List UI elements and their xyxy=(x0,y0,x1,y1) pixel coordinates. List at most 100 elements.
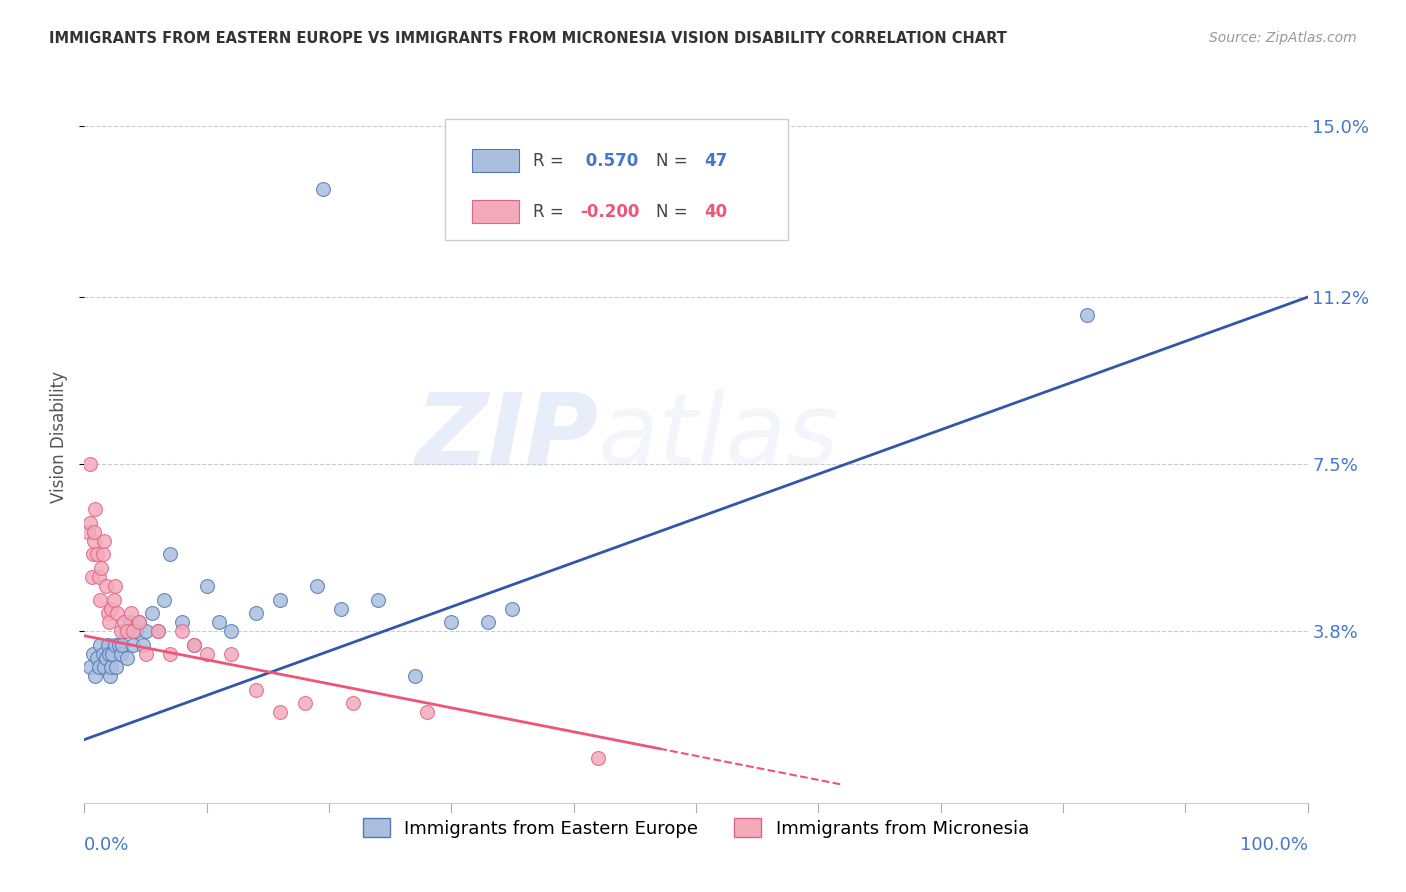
Point xyxy=(269,706,291,720)
Point xyxy=(89,592,111,607)
Point xyxy=(86,548,108,562)
Point xyxy=(146,624,169,639)
Point xyxy=(101,647,124,661)
Point xyxy=(100,660,122,674)
Point xyxy=(112,615,135,630)
FancyBboxPatch shape xyxy=(446,119,787,240)
Bar xyxy=(472,149,519,172)
Text: Source: ZipAtlas.com: Source: ZipAtlas.com xyxy=(1209,31,1357,45)
Point xyxy=(120,606,142,620)
Point xyxy=(91,548,114,562)
Point xyxy=(105,606,128,620)
Point xyxy=(132,638,155,652)
Text: IMMIGRANTS FROM EASTERN EUROPE VS IMMIGRANTS FROM MICRONESIA VISION DISABILITY C: IMMIGRANTS FROM EASTERN EUROPE VS IMMIGR… xyxy=(49,31,1007,46)
Point xyxy=(83,533,105,548)
Point xyxy=(367,592,389,607)
Point xyxy=(110,624,132,639)
Point xyxy=(79,516,101,530)
Point xyxy=(477,615,499,630)
Point xyxy=(195,647,218,661)
Point xyxy=(84,669,107,683)
Point xyxy=(82,548,104,562)
Point xyxy=(219,624,242,639)
Point xyxy=(159,548,181,562)
Point xyxy=(294,697,316,711)
Point xyxy=(183,638,205,652)
Y-axis label: Vision Disability: Vision Disability xyxy=(51,371,69,503)
Bar xyxy=(472,200,519,224)
Point xyxy=(245,682,267,697)
Point xyxy=(115,624,138,639)
Point xyxy=(208,615,231,630)
Point xyxy=(153,592,176,607)
Point xyxy=(103,592,125,607)
Point xyxy=(141,606,163,620)
Text: 40: 40 xyxy=(704,202,728,221)
Point xyxy=(84,502,107,516)
Text: N =: N = xyxy=(655,202,693,221)
Point xyxy=(1076,308,1098,322)
Point xyxy=(96,651,118,665)
Point xyxy=(97,638,120,652)
Point xyxy=(135,624,157,639)
Point xyxy=(111,638,134,652)
Point xyxy=(118,615,141,630)
Point xyxy=(107,638,129,652)
Point xyxy=(90,561,112,575)
Point xyxy=(128,615,150,630)
Point xyxy=(416,706,439,720)
Point xyxy=(502,601,524,615)
Point xyxy=(100,601,122,615)
Text: 0.0%: 0.0% xyxy=(84,836,129,854)
Point xyxy=(79,457,101,471)
Point xyxy=(245,606,267,620)
Point xyxy=(79,660,101,674)
Text: N =: N = xyxy=(655,152,693,169)
Point xyxy=(146,624,169,639)
Point xyxy=(183,638,205,652)
Point xyxy=(96,579,118,593)
Point xyxy=(172,615,194,630)
Point xyxy=(93,660,115,674)
Point xyxy=(122,624,145,639)
Point xyxy=(172,624,194,639)
Point xyxy=(305,579,328,593)
Point xyxy=(115,651,138,665)
Point xyxy=(91,647,114,661)
Point xyxy=(135,647,157,661)
Point xyxy=(97,647,120,661)
Point xyxy=(269,592,291,607)
Point xyxy=(98,669,121,683)
Text: ZIP: ZIP xyxy=(415,389,598,485)
Point xyxy=(586,750,609,764)
Point xyxy=(312,182,335,196)
Point xyxy=(440,615,463,630)
Point xyxy=(97,606,120,620)
Text: 0.570: 0.570 xyxy=(579,152,638,169)
Point xyxy=(104,638,127,652)
Point xyxy=(86,651,108,665)
Point xyxy=(342,697,364,711)
Point xyxy=(195,579,218,593)
Point xyxy=(125,624,148,639)
Point xyxy=(80,570,103,584)
Point xyxy=(87,660,110,674)
Text: 100.0%: 100.0% xyxy=(1240,836,1308,854)
Point xyxy=(77,524,100,539)
Point xyxy=(128,615,150,630)
Point xyxy=(83,524,105,539)
Point xyxy=(330,601,353,615)
Point xyxy=(89,638,111,652)
Text: 47: 47 xyxy=(704,152,728,169)
Point xyxy=(159,647,181,661)
Point xyxy=(93,533,115,548)
Point xyxy=(97,615,120,630)
Text: R =: R = xyxy=(533,152,569,169)
Point xyxy=(82,647,104,661)
Point xyxy=(404,669,426,683)
Point xyxy=(114,624,136,639)
Point xyxy=(87,570,110,584)
Legend: Immigrants from Eastern Europe, Immigrants from Micronesia: Immigrants from Eastern Europe, Immigran… xyxy=(356,811,1036,845)
Text: R =: R = xyxy=(533,202,569,221)
Point xyxy=(122,638,145,652)
